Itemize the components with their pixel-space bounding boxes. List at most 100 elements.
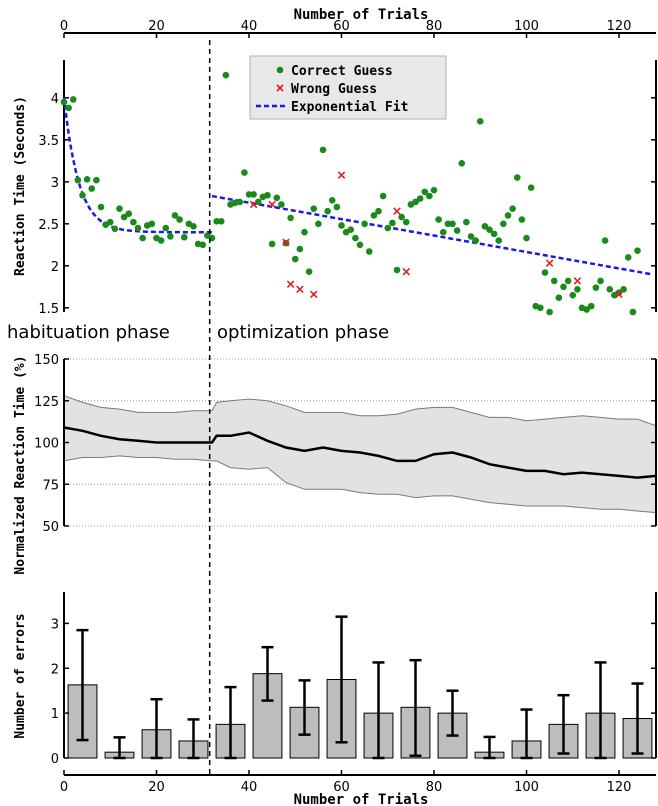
correct-guess-point: [472, 237, 479, 244]
correct-guess-point: [287, 214, 294, 222]
correct-guess-point: [273, 194, 281, 202]
y-tick-label: 2: [51, 260, 59, 275]
correct-guess-point: [213, 217, 220, 225]
correct-guess-point: [509, 205, 516, 212]
correct-guess-point: [476, 118, 484, 125]
correct-guess-point: [305, 268, 313, 275]
correct-guess-point: [384, 224, 392, 232]
correct-guess-point: [370, 212, 378, 219]
legend-entry: Correct Guess: [291, 64, 393, 79]
bottom-x-tick-label: 20: [148, 780, 165, 795]
correct-guess-point: [449, 220, 456, 228]
correct-guess-point: [245, 191, 253, 198]
correct-guess-point: [375, 207, 382, 215]
legend-entry: Wrong Guess: [291, 82, 377, 97]
correct-guess-point: [541, 269, 549, 276]
correct-guess-point: [157, 237, 165, 244]
y-tick-label: 2.5: [38, 218, 59, 233]
wrong-guess-point: [545, 259, 554, 268]
correct-guess-point: [435, 216, 442, 223]
correct-guess-point: [412, 198, 419, 206]
correct-guess-point: [634, 247, 641, 254]
wrong-guess-point: [615, 290, 623, 299]
correct-guess-point: [291, 255, 299, 263]
correct-guess-point: [481, 223, 489, 230]
correct-guess-point: [546, 308, 553, 316]
correct-guess-point: [592, 284, 600, 291]
correct-guess-point: [125, 210, 133, 218]
correct-guess-point: [333, 203, 341, 211]
correct-guess-point: [550, 277, 558, 285]
habituation-phase-label: habituation phase: [7, 322, 170, 343]
correct-guess-point: [564, 277, 572, 285]
y-tick-label: 4: [51, 92, 59, 107]
correct-guess-point: [254, 198, 262, 206]
correct-guess-point: [365, 248, 373, 255]
correct-guess-point: [148, 220, 156, 228]
correct-guess-point: [250, 191, 257, 198]
top-x-tick-label: 100: [514, 19, 539, 34]
wrong-guess-point: [296, 285, 304, 294]
y-tick-label: 2: [51, 662, 59, 677]
y-tick-label: 150: [34, 353, 59, 368]
correct-guess-point: [199, 241, 207, 249]
correct-guess-point: [606, 286, 614, 293]
correct-guess-point: [416, 195, 424, 202]
y-tick-label: 50: [42, 520, 59, 535]
correct-guess-point: [167, 233, 174, 240]
y-tick-label: 125: [34, 395, 59, 410]
y-tick-label: 3: [51, 617, 59, 632]
correct-guess-point: [463, 218, 470, 226]
correct-guess-point: [560, 283, 567, 291]
legend: Correct Guess Wrong Guess Exponential Fit: [249, 55, 447, 120]
correct-guess-point: [116, 205, 123, 212]
bottom-x-tick-label: 0: [60, 780, 68, 795]
correct-guess-point: [453, 227, 461, 234]
correct-guess-point: [486, 226, 493, 233]
correct-guess-point: [597, 277, 604, 285]
correct-guess-point: [310, 205, 318, 212]
normalized-reaction-time-panel: 50 75 100 125 150 Normalized Reaction Time (%…: [13, 353, 657, 575]
correct-guess-point: [93, 176, 100, 184]
correct-guess-point: [65, 104, 72, 112]
correct-guess-point: [162, 224, 170, 232]
wrong-guess-point: [268, 200, 276, 209]
correct-guess-point: [398, 213, 405, 221]
wrong-guess-point: [309, 290, 318, 299]
y-axis-label: Reaction Time (Seconds): [13, 96, 28, 276]
correct-guess-point: [97, 203, 105, 211]
bottom-x-tick-label: 80: [426, 780, 443, 795]
wrong-guess-point: [282, 238, 290, 247]
y-axis-label: Number of errors: [13, 613, 28, 738]
correct-guess-point: [523, 234, 530, 242]
correct-guess-point: [379, 192, 387, 200]
correct-guess-point: [513, 174, 521, 181]
correct-guess-point: [500, 220, 507, 228]
legend-correct-marker: [276, 66, 284, 74]
y-tick-label: 1.5: [38, 302, 59, 317]
correct-guess-point: [328, 196, 336, 204]
correct-guess-point: [324, 207, 331, 215]
correct-guess-point: [615, 289, 623, 296]
bottom-x-tick-label: 120: [607, 780, 632, 795]
legend-entry: Exponential Fit: [291, 100, 408, 115]
correct-guess-point: [504, 212, 512, 219]
correct-guess-point: [176, 216, 183, 223]
top-x-tick-label: 120: [607, 19, 632, 34]
legend-wrong-marker: [276, 84, 284, 92]
optimization-phase-label: optimization phase: [217, 322, 389, 343]
y-tick-label: 0: [51, 752, 59, 767]
exponential-fit-optimization-line: [211, 194, 652, 276]
correct-guess-point: [83, 175, 91, 183]
correct-guess-point: [583, 306, 590, 313]
bottom-x-tick-label: 40: [241, 780, 258, 795]
top-x-tick-label: 20: [148, 19, 165, 34]
correct-guess-point: [629, 308, 637, 316]
correct-guess-point: [426, 192, 433, 200]
top-x-tick-label: 40: [241, 19, 258, 34]
wrong-guess-point: [393, 207, 401, 215]
wrong-guess-point: [573, 277, 582, 285]
correct-guess-point: [338, 222, 345, 229]
correct-guess-point: [222, 71, 230, 79]
correct-guess-point: [430, 186, 438, 194]
